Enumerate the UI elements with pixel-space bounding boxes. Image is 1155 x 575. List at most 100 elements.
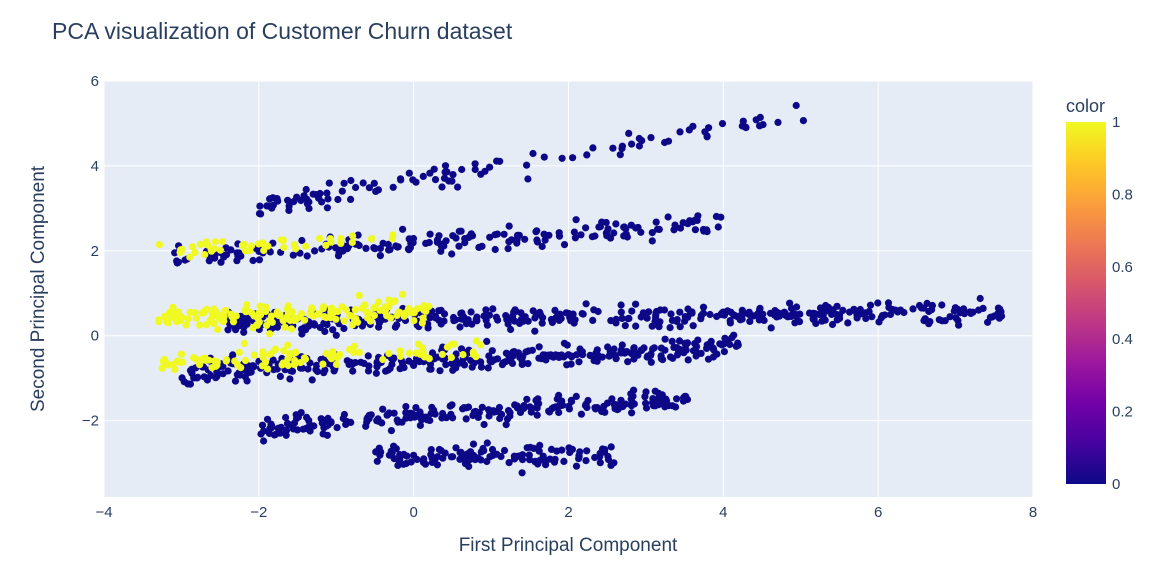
point-no-churn: [420, 455, 428, 463]
point-churn: [280, 243, 288, 251]
point-no-churn: [657, 352, 665, 360]
point-no-churn: [706, 310, 714, 319]
point-no-churn: [387, 427, 395, 435]
point-no-churn: [645, 308, 653, 316]
point-no-churn: [583, 447, 591, 455]
point-churn: [346, 311, 354, 319]
point-no-churn: [297, 409, 305, 417]
point-no-churn: [448, 177, 456, 185]
point-no-churn: [186, 367, 195, 375]
point-no-churn: [427, 365, 435, 373]
point-no-churn: [404, 245, 412, 253]
point-no-churn: [277, 423, 285, 431]
point-no-churn: [618, 142, 627, 150]
point-no-churn: [664, 213, 672, 221]
point-no-churn: [333, 424, 341, 432]
point-no-churn: [394, 243, 402, 251]
point-no-churn: [650, 344, 658, 352]
point-churn: [229, 318, 238, 326]
point-no-churn: [583, 403, 591, 412]
point-churn: [291, 349, 299, 357]
point-no-churn: [518, 469, 526, 477]
point-no-churn: [784, 313, 792, 321]
point-no-churn: [442, 237, 450, 245]
point-no-churn: [513, 236, 521, 244]
point-churn: [264, 365, 272, 373]
point-no-churn: [507, 357, 515, 365]
point-churn: [447, 353, 455, 362]
point-no-churn: [545, 408, 554, 416]
point-churn: [246, 247, 254, 255]
point-no-churn: [441, 162, 450, 170]
point-churn: [366, 317, 375, 325]
point-churn: [438, 350, 446, 358]
point-churn: [314, 310, 322, 318]
point-no-churn: [667, 310, 675, 318]
point-churn: [286, 350, 294, 358]
point-churn: [196, 321, 204, 329]
point-no-churn: [746, 317, 754, 325]
point-churn: [385, 296, 393, 304]
point-no-churn: [469, 451, 478, 459]
point-churn: [250, 312, 258, 320]
point-churn: [348, 238, 356, 246]
point-no-churn: [504, 407, 513, 415]
point-no-churn: [815, 310, 823, 318]
point-churn: [389, 231, 397, 239]
point-no-churn: [523, 395, 531, 403]
point-churn: [290, 316, 298, 325]
point-no-churn: [473, 313, 481, 321]
point-no-churn: [524, 360, 532, 368]
point-no-churn: [844, 319, 852, 327]
point-churn: [379, 355, 387, 364]
point-no-churn: [458, 165, 466, 174]
point-churn: [272, 345, 280, 353]
point-no-churn: [553, 447, 561, 455]
point-no-churn: [598, 353, 606, 361]
point-no-churn: [691, 226, 700, 234]
point-no-churn: [430, 165, 438, 173]
point-churn: [222, 306, 230, 315]
point-no-churn: [655, 393, 663, 401]
point-no-churn: [302, 185, 310, 194]
point-churn: [349, 232, 357, 240]
point-churn: [260, 246, 268, 255]
point-no-churn: [398, 418, 406, 426]
point-no-churn: [324, 195, 332, 203]
point-no-churn: [352, 183, 360, 192]
point-no-churn: [874, 299, 882, 307]
point-no-churn: [791, 319, 799, 327]
point-no-churn: [604, 452, 612, 461]
point-no-churn: [575, 358, 583, 366]
point-churn: [262, 303, 270, 311]
point-no-churn: [370, 244, 378, 252]
point-no-churn: [446, 402, 454, 410]
point-no-churn: [610, 229, 618, 237]
point-no-churn: [428, 349, 437, 357]
colorbar-ticks: 0 0.2 0.4 0.6 0.8 1: [1112, 114, 1133, 493]
point-no-churn: [572, 462, 581, 470]
y-axis-title: Second Principal Component: [28, 165, 49, 412]
point-churn: [191, 309, 199, 317]
point-no-churn: [552, 403, 560, 411]
point-no-churn: [555, 408, 563, 417]
point-churn: [199, 354, 207, 362]
point-no-churn: [621, 322, 629, 330]
point-no-churn: [256, 202, 264, 210]
x-tick-label: −2: [250, 504, 267, 521]
point-no-churn: [572, 216, 580, 224]
x-tick-label: 4: [719, 504, 727, 521]
point-churn: [196, 240, 204, 248]
point-no-churn: [286, 375, 294, 383]
point-no-churn: [720, 340, 728, 348]
point-no-churn: [522, 348, 530, 356]
point-no-churn: [359, 179, 367, 187]
point-churn: [415, 340, 423, 348]
point-churn: [280, 347, 288, 355]
point-churn: [419, 348, 427, 357]
point-no-churn: [389, 183, 397, 191]
point-no-churn: [661, 346, 669, 354]
point-no-churn: [886, 310, 895, 318]
point-no-churn: [416, 421, 424, 429]
